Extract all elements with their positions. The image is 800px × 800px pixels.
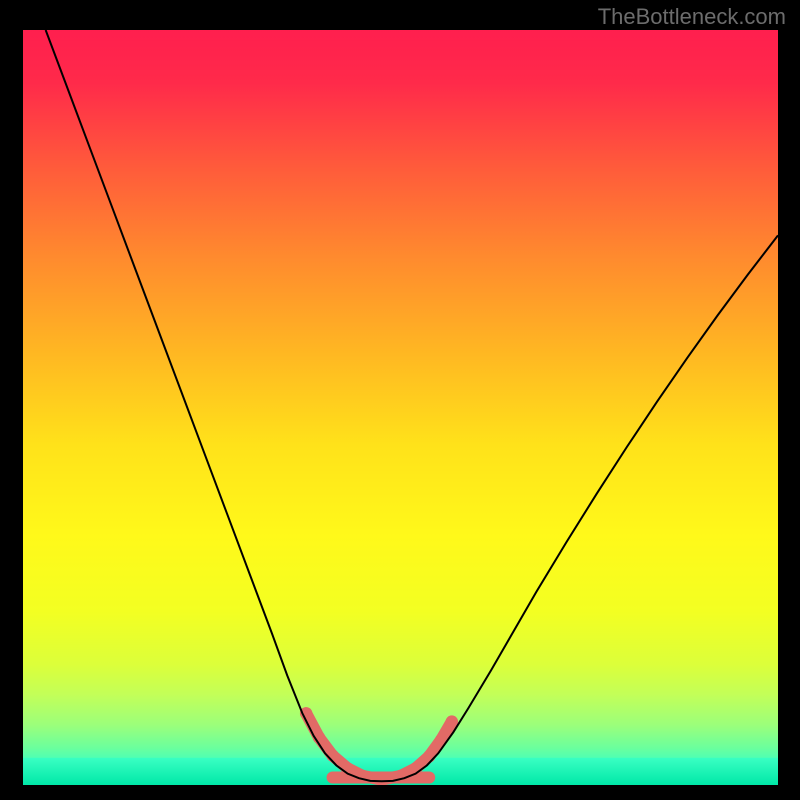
plot-area xyxy=(23,30,778,785)
watermark-text: TheBottleneck.com xyxy=(598,4,786,30)
bottleneck-curve xyxy=(23,30,778,785)
